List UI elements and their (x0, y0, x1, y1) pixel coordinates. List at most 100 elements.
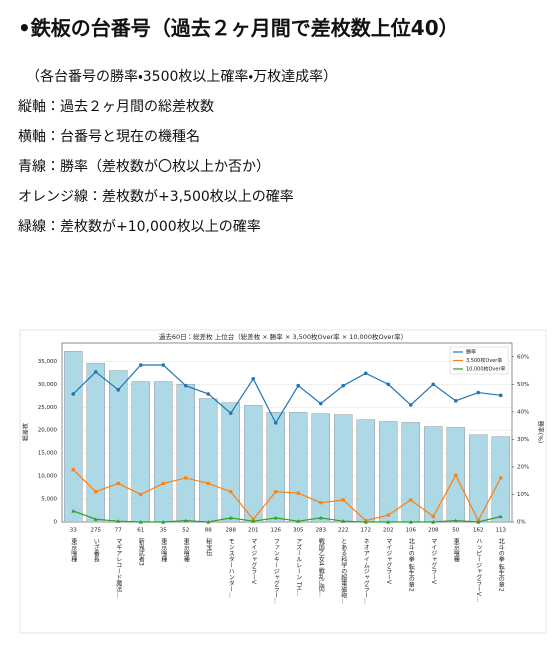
bar (221, 402, 240, 523)
note: 緑線：差枚数が+10,000枚以上の確率 (18, 219, 261, 235)
y2-tick-label: 40% (517, 409, 529, 415)
x-tick-label: 61 (137, 528, 144, 534)
bar (356, 419, 375, 523)
bar (424, 426, 443, 523)
x-tick-label: 77 (115, 528, 122, 534)
chart-title: 過去60日：総差枚 上位台（総差枚 × 勝率 × 3,500枚Over率 × 1… (159, 332, 407, 341)
machine-name: 東京喰種 (182, 537, 189, 563)
marker (296, 519, 301, 523)
x-tick-label: 288 (226, 528, 237, 534)
marker (453, 518, 458, 523)
marker (476, 390, 481, 395)
y2-tick-label: 30% (517, 437, 529, 443)
marker (229, 490, 233, 494)
note: 横軸：台番号と現在の機種名 (18, 129, 200, 145)
marker (296, 383, 301, 388)
note: オレンジ線：差枚数が+3,500枚以上の確率 (18, 189, 294, 205)
marker (183, 383, 188, 388)
marker (161, 520, 166, 524)
bar (86, 362, 105, 523)
marker (318, 515, 323, 520)
marker (161, 363, 166, 367)
marker (183, 518, 188, 523)
y2-tick-label: 50% (517, 382, 529, 388)
marker (206, 520, 211, 524)
machine-name: マギアレコード魔法… (115, 538, 122, 598)
y2-axis-label: 勝率(%) (537, 421, 545, 443)
x-tick-label: 33 (70, 528, 77, 534)
marker (184, 476, 188, 480)
y-tick-label: 35,000 (38, 359, 58, 365)
x-tick-label: 202 (383, 528, 394, 534)
marker (251, 519, 256, 523)
marker (93, 517, 98, 521)
marker (71, 508, 76, 513)
machine-name: マイジャグラーV (430, 538, 437, 585)
marker (138, 520, 143, 524)
x-tick-label: 88 (205, 528, 212, 534)
x-tick-label: 201 (248, 528, 259, 534)
x-tick-label: 222 (338, 528, 349, 534)
legend-label: 3,500枚Over率 (466, 357, 502, 364)
machine-name: 東京喰種 (70, 537, 77, 563)
x-tick-label: 208 (428, 528, 439, 534)
marker (296, 491, 300, 495)
marker (363, 371, 368, 376)
marker (386, 382, 391, 387)
y2-tick-label: 0% (517, 520, 526, 526)
plot-frame (61, 342, 513, 523)
machine-name: 東京喰種 (160, 537, 167, 563)
x-tick-label: 305 (293, 528, 304, 534)
marker (71, 468, 75, 472)
marker (228, 515, 233, 520)
marker (498, 393, 503, 398)
machine-name: アズールレーン TH… (295, 538, 302, 596)
marker (431, 514, 435, 519)
marker (386, 520, 391, 524)
marker (408, 403, 413, 407)
marker (341, 498, 345, 502)
page-title: •鉄板の台番号（過去２ヶ月間で差枚数上位40） (18, 16, 459, 40)
bar (401, 422, 420, 523)
line-series (72, 469, 502, 522)
bar (131, 381, 150, 523)
marker (431, 520, 436, 524)
x-tick-label: 35 (160, 528, 167, 534)
y-tick-label: 10,000 (38, 474, 58, 480)
bar (176, 384, 195, 523)
marker (273, 421, 278, 425)
marker (454, 473, 458, 477)
bar (311, 413, 330, 523)
machine-name: ネオアイムジャグラー… (362, 538, 369, 604)
y-tick-label: 15,000 (38, 451, 58, 457)
machine-name: いざ番長 (92, 538, 99, 563)
marker (431, 382, 436, 387)
marker (138, 363, 143, 367)
machine-name: マイジャグラーV (385, 538, 392, 585)
marker (319, 501, 323, 505)
y-axis-label: 総差枚 (22, 423, 30, 441)
machine-name: 新鬼武者3 (137, 537, 144, 566)
y-tick-label: 5,000 (41, 497, 57, 503)
marker (71, 392, 76, 396)
y-tick-label: 0 (54, 520, 58, 526)
marker (116, 519, 121, 523)
note: （各台番号の勝率・3500枚以上確率・万枚達成率） (26, 69, 338, 85)
bar (199, 398, 218, 523)
legend-label: 10,000枚Over率 (466, 366, 506, 373)
bar (266, 412, 285, 523)
note: 青線：勝率（差枚数が〇枚以上か否か） (18, 159, 270, 175)
bar (289, 412, 308, 523)
marker (273, 515, 278, 520)
marker (341, 383, 346, 388)
marker (274, 490, 278, 494)
marker (94, 490, 98, 494)
machine-name: 東京喰種 (452, 537, 459, 563)
bar (154, 381, 173, 523)
marker (386, 513, 390, 517)
bar (379, 421, 398, 523)
marker (498, 514, 503, 519)
machine-name: ファンキージャグラー… (272, 538, 279, 604)
legend-label: 勝率 (466, 349, 476, 356)
